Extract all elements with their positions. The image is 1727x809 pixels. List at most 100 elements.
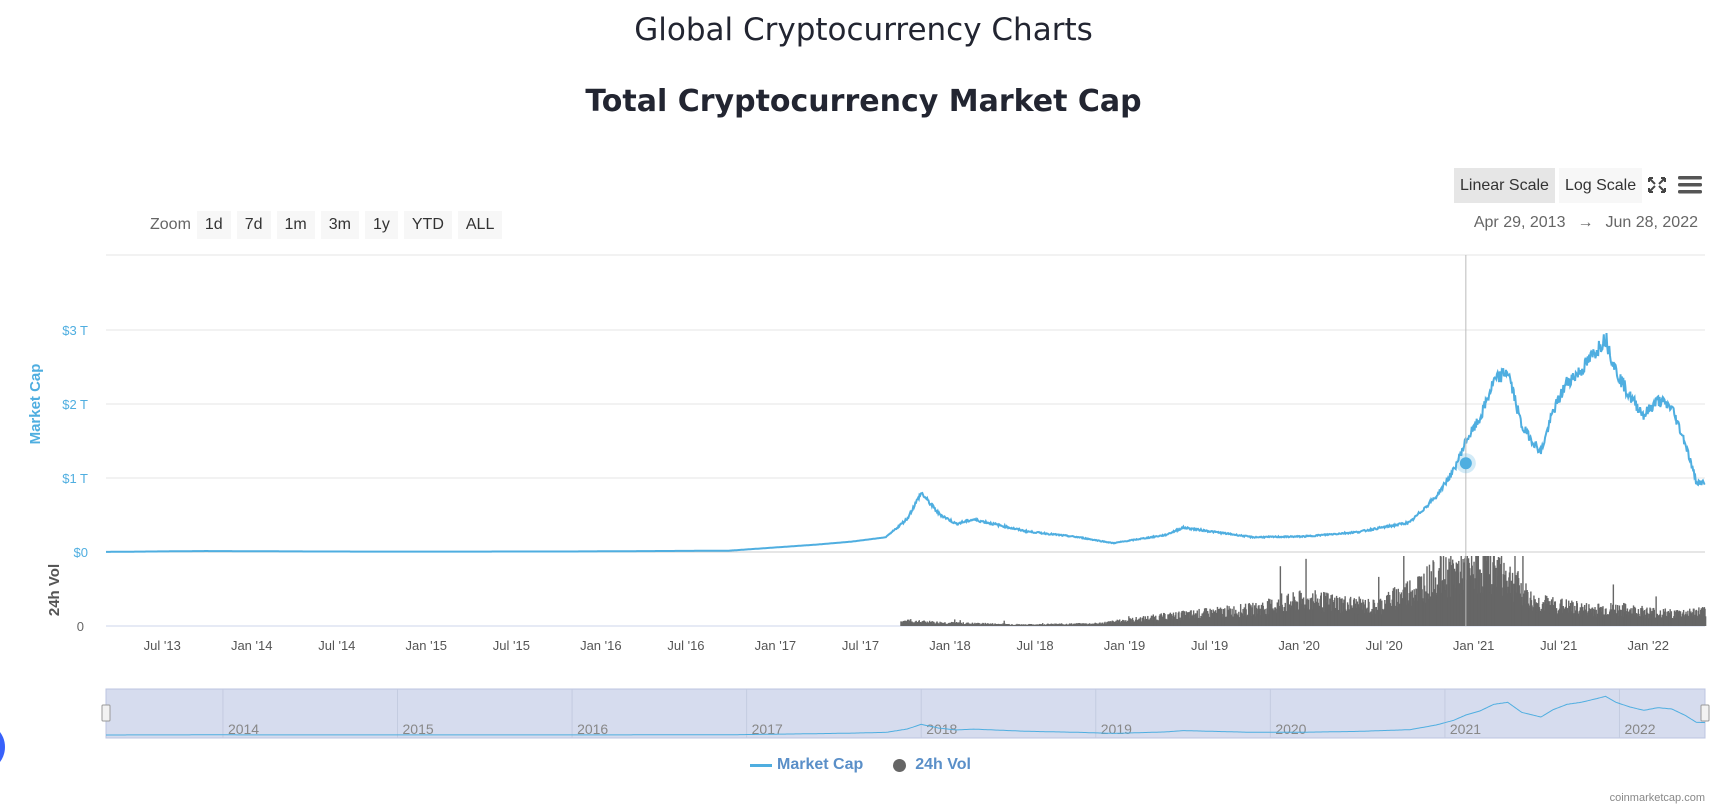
zoom-ytd-button[interactable]: YTD [403,211,452,239]
navigator-label: 2021 [1450,721,1481,737]
axes: $0 $1 T $2 T $3 T Market Cap 0 24h Vol Jul '13 J… [27,323,1669,653]
volume-bar [1338,597,1341,626]
navigator-label: 2017 [752,721,783,737]
navigator-label: 2022 [1624,721,1655,737]
log-scale-button[interactable]: Log Scale [1558,168,1643,203]
navigator-line [106,695,1706,736]
menu-icon[interactable] [1676,170,1704,200]
scale-toggle: Linear Scale Log Scale [1454,168,1643,203]
zoom-1y-button[interactable]: 1y [364,211,398,239]
volume-bar [1475,556,1478,626]
zoom-1d-button[interactable]: 1d [196,211,231,239]
volume-bar [1250,605,1252,626]
navigator-label: 2019 [1101,721,1132,737]
volume-bar [1003,620,1005,626]
zoom-label: Zoom [150,216,191,233]
navigator-label: 2018 [926,721,957,737]
navigator-window[interactable] [105,688,1706,739]
navigator-label: 2020 [1275,721,1306,737]
volume-bar [1115,620,1117,626]
volume-bar [1182,610,1184,626]
range-arrow-icon: → [1577,214,1594,231]
range-from[interactable]: Apr 29, 2013 [1473,214,1566,231]
volume-bar [1175,612,1177,626]
volume-bar [1522,556,1524,626]
chart-title: Total Cryptocurrency Market Cap [585,84,1142,119]
x-tick-label: Jan '19 [1104,638,1146,653]
zoom-1m-button[interactable]: 1m [276,211,315,239]
volume-bar [1024,624,1027,626]
y-axis-title: Market Cap [27,364,44,445]
legend-market-cap-label: Market Cap [777,756,864,773]
x-tick-label: Jul '20 [1366,638,1403,653]
volume-series [900,556,1707,626]
legend-volume[interactable]: 24h Vol [893,756,971,774]
volume-bar [1320,592,1323,626]
x-tick-label: Jan '22 [1627,638,1669,653]
volume-bar [1364,599,1367,626]
volume-bar [1224,608,1226,626]
volume-bar [1428,564,1431,626]
volume-bar [1153,616,1156,626]
legend-volume-label: 24h Vol [915,756,971,773]
volume-bar [1640,608,1642,626]
date-range[interactable]: Apr 29, 2013 → Jun 28, 2022 [1474,214,1698,232]
volume-bar [1252,602,1254,626]
volume-bar [1511,572,1514,626]
volume-bar [1405,583,1407,626]
zoom-all-button[interactable]: ALL [457,211,503,239]
volume-bar [1655,596,1657,626]
volume-bar [1254,605,1256,626]
x-tick-label: Jul '19 [1191,638,1228,653]
volume-bar [1279,566,1282,626]
volume-bar [1164,613,1166,626]
volume-bar [967,622,969,626]
volume-bar [1040,624,1043,626]
floating-action-button[interactable] [0,722,5,772]
volume-bar [1196,610,1198,626]
volume-bar [1233,606,1235,626]
volume-bar [1198,608,1200,626]
x-tick-label: Jul '14 [318,638,355,653]
x-tick-label: Jan '21 [1453,638,1495,653]
linear-scale-button[interactable]: Linear Scale [1454,168,1555,203]
volume-bar [1489,556,1492,626]
volume-bar [1561,598,1563,626]
volume-bar [1379,598,1382,626]
volume-bar [1704,616,1707,626]
x-tick-label: Jan '14 [231,638,273,653]
zoom-3m-button[interactable]: 3m [320,211,359,239]
volume-bar [1209,608,1211,626]
volume-bar [1116,619,1118,626]
navigator-label: 2016 [577,721,608,737]
zoom-7d-button[interactable]: 7d [236,211,271,239]
line-icon [750,763,772,767]
x-tick-label: Jul '16 [667,638,704,653]
navigator: 2014 2015 2016 2017 2018 2019 2020 2021 2022 [101,688,1710,739]
hover-point [1459,457,1472,470]
volume-axis-title: 24h Vol [46,564,63,616]
volume-bar [958,622,960,626]
range-to[interactable]: Jun 28, 2022 [1605,214,1698,231]
x-tick-label: Jul '17 [842,638,879,653]
volume-bar [906,619,909,626]
x-tick-label: Jul '21 [1540,638,1577,653]
volume-tick-label: 0 [77,619,84,634]
fullscreen-icon[interactable] [1643,170,1671,200]
volume-bar [1305,558,1307,626]
navigator-left-handle[interactable] [101,704,111,722]
legend-market-cap[interactable]: Market Cap [750,756,863,774]
volume-bar [1271,599,1273,626]
navigator-right-handle[interactable] [1700,704,1710,722]
navigator-label: 2015 [403,721,434,737]
volume-bar [1266,601,1269,626]
volume-bar [1525,583,1527,626]
volume-bar [1670,611,1673,626]
zoom-bar: Zoom 1d 7d 1m 3m 1y YTD ALL [150,211,508,239]
volume-bar [1514,556,1516,626]
volume-bar [1139,617,1142,626]
x-tick-label: Jan '17 [755,638,797,653]
credit-link[interactable]: coinmarketcap.com [1609,792,1705,804]
volume-bar [1323,591,1325,626]
